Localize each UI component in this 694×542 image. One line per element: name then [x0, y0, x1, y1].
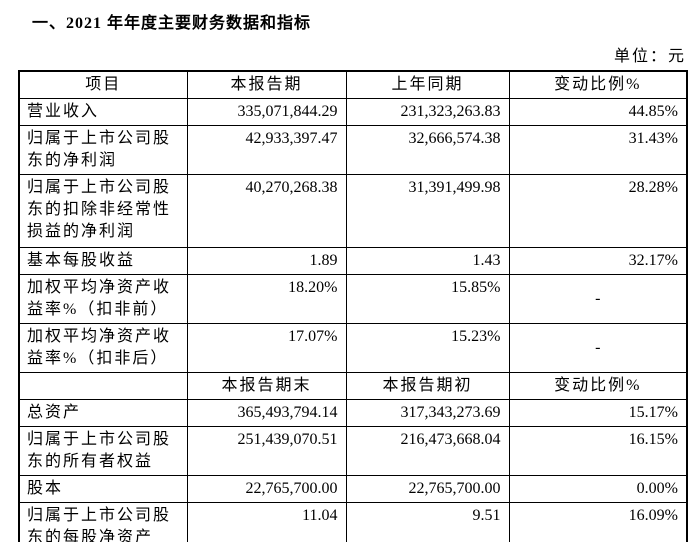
table-row: 归属于上市公司股东的扣除非经常性损益的净利润 40,270,268.38 31,… — [18, 174, 688, 248]
change-cell: 0.00% — [508, 475, 688, 503]
prior-period-cell: 31,391,499.98 — [345, 174, 510, 248]
period-end-cell: 22,765,700.00 — [186, 475, 347, 503]
header-prior-period: 上年同期 — [345, 70, 510, 99]
table-row: 加权平均净资产收益率%（扣非后） 17.07% 15.23% - — [18, 323, 688, 373]
table-row: 总资产 365,493,794.14 317,343,273.69 15.17% — [18, 399, 688, 427]
change-cell: 44.85% — [508, 98, 688, 126]
prior-period-cell: 15.23% — [345, 323, 510, 373]
prior-period-cell: 32,666,574.38 — [345, 125, 510, 175]
current-period-cell: 1.89 — [186, 247, 347, 275]
row-label-cell: 加权平均净资产收益率%（扣非后） — [18, 323, 188, 373]
period-begin-cell: 9.51 — [345, 502, 510, 542]
header-period-end: 本报告期末 — [186, 372, 347, 400]
period-end-cell: 365,493,794.14 — [186, 399, 347, 427]
row-label-cell: 股本 — [18, 475, 188, 503]
change-cell: 31.43% — [508, 125, 688, 175]
row-label-cell: 基本每股收益 — [18, 247, 188, 275]
change-cell: - — [508, 274, 688, 324]
table-row: 加权平均净资产收益率%（扣非前） 18.20% 15.85% - — [18, 274, 688, 324]
current-period-cell: 17.07% — [186, 323, 347, 373]
unit-label: 单位：元 — [613, 48, 686, 65]
change-cell: 32.17% — [508, 247, 688, 275]
table-row: 归属于上市公司股东的所有者权益 251,439,070.51 216,473,6… — [18, 426, 688, 476]
current-period-cell: 40,270,268.38 — [186, 174, 347, 248]
table-row: 基本每股收益 1.89 1.43 32.17% — [18, 247, 688, 275]
row-label-cell: 加权平均净资产收益率%（扣非前） — [18, 274, 188, 324]
table-header-position: 本报告期末 本报告期初 变动比例% — [18, 372, 688, 400]
prior-period-cell: 1.43 — [345, 247, 510, 275]
header-change-ratio: 变动比例% — [508, 70, 688, 99]
section-title: 一、2021 年年度主要财务数据和指标 — [32, 15, 312, 32]
header-period-begin: 本报告期初 — [345, 372, 510, 400]
table-row: 股本 22,765,700.00 22,765,700.00 0.00% — [18, 475, 688, 503]
current-period-cell: 18.20% — [186, 274, 347, 324]
table-row: 归属于上市公司股东的每股净资产 11.04 9.51 16.09% — [18, 502, 688, 542]
change-cell: 16.15% — [508, 426, 688, 476]
header-item-empty — [18, 372, 188, 400]
change-cell: 15.17% — [508, 399, 688, 427]
current-period-cell: 335,071,844.29 — [186, 98, 347, 126]
period-begin-cell: 22,765,700.00 — [345, 475, 510, 503]
row-label-cell: 归属于上市公司股东的扣除非经常性损益的净利润 — [18, 174, 188, 248]
period-begin-cell: 317,343,273.69 — [345, 399, 510, 427]
period-end-cell: 11.04 — [186, 502, 347, 542]
prior-period-cell: 15.85% — [345, 274, 510, 324]
row-label-cell: 营业收入 — [18, 98, 188, 126]
prior-period-cell: 231,323,263.83 — [345, 98, 510, 126]
row-label-cell: 归属于上市公司股东的每股净资产 — [18, 502, 188, 542]
change-cell: - — [508, 323, 688, 373]
header-current-period: 本报告期 — [186, 70, 347, 99]
row-label-cell: 归属于上市公司股东的净利润 — [18, 125, 188, 175]
change-cell: 16.09% — [508, 502, 688, 542]
current-period-cell: 42,933,397.47 — [186, 125, 347, 175]
period-begin-cell: 216,473,668.04 — [345, 426, 510, 476]
change-cell: 28.28% — [508, 174, 688, 248]
table-row: 归属于上市公司股东的净利润 42,933,397.47 32,666,574.3… — [18, 125, 688, 175]
header-change-ratio: 变动比例% — [508, 372, 688, 400]
row-label-cell: 总资产 — [18, 399, 188, 427]
table-row: 营业收入 335,071,844.29 231,323,263.83 44.85… — [18, 98, 688, 126]
table-header-period: 项目 本报告期 上年同期 变动比例% — [18, 70, 688, 99]
row-label-cell: 归属于上市公司股东的所有者权益 — [18, 426, 188, 476]
period-end-cell: 251,439,070.51 — [186, 426, 347, 476]
header-item: 项目 — [18, 70, 188, 99]
financial-data-table: 项目 本报告期 上年同期 变动比例% 营业收入 335,071,844.29 2… — [18, 70, 688, 542]
